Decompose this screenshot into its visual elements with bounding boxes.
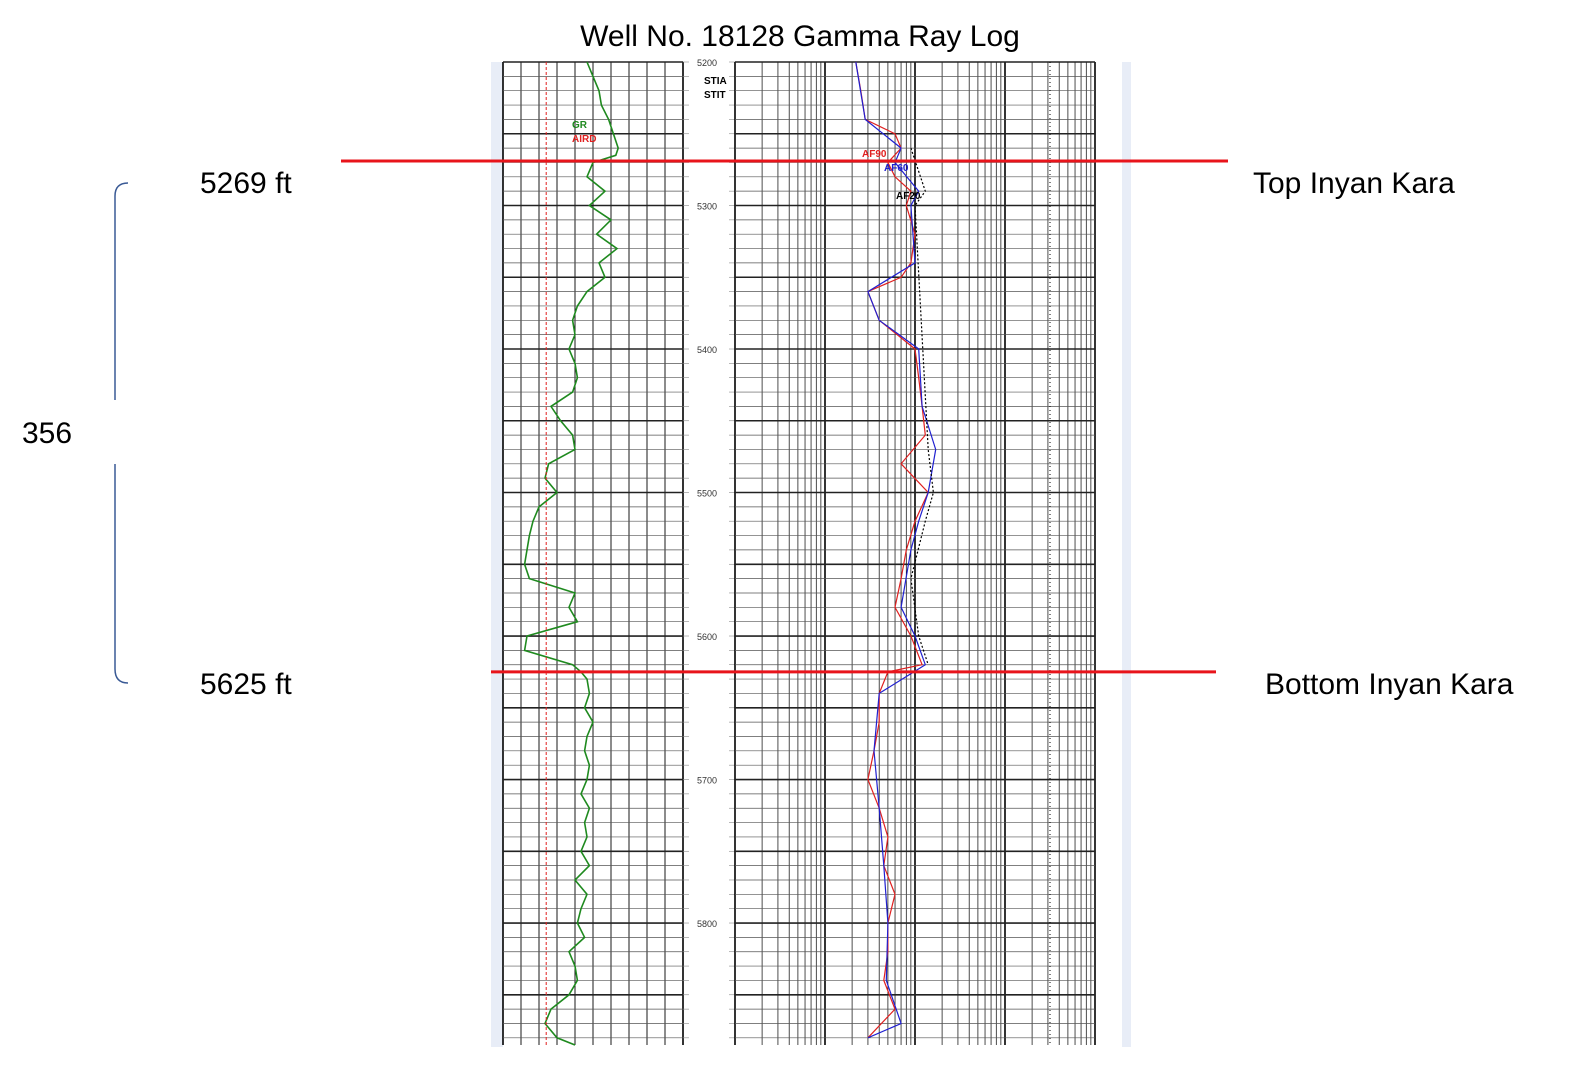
curve-af60 xyxy=(855,61,937,1039)
curve-af90 xyxy=(855,61,929,1039)
thickness-bracket-lower xyxy=(114,464,129,684)
chart-title: Well No. 18128 Gamma Ray Log xyxy=(580,20,1020,53)
resistivity-track-grid xyxy=(734,61,1096,1045)
log-curves xyxy=(523,61,937,1046)
depth-tick-label: 5700 xyxy=(697,776,717,786)
log-panel-right-edge xyxy=(1122,62,1131,1047)
thickness-bracket-upper xyxy=(114,182,129,400)
legend-label: AF20 xyxy=(896,191,921,202)
depth-tick-label: 5800 xyxy=(697,919,717,929)
depth-scale-column: 5200 5300 5400 5500 5600 5700 5800 xyxy=(683,58,735,1039)
depth-tick-label: 5500 xyxy=(697,489,717,499)
legend-label: GR xyxy=(572,120,588,131)
depth-tick-label: 5400 xyxy=(697,345,717,355)
depth-tick-label: 5600 xyxy=(697,632,717,642)
depth-tick-label: 5200 xyxy=(697,58,717,68)
gamma-track-grid xyxy=(502,61,684,1045)
legend-label: STIT xyxy=(704,90,726,101)
bottom-formation-label: Bottom Inyan Kara xyxy=(1265,668,1514,701)
formation-annotations: 5269 ft Top Inyan Kara 5625 ft Bottom In… xyxy=(22,159,1514,701)
curve-gr xyxy=(523,61,620,1046)
top-depth-label: 5269 ft xyxy=(200,167,292,200)
curve-legends: GR AIRD STIA STIT AF90 AF60 AF20 xyxy=(572,76,921,202)
legend-label: AF60 xyxy=(884,163,909,174)
thickness-label: 356 xyxy=(22,417,72,450)
legend-label: AF90 xyxy=(862,149,887,160)
log-panel-left-edge xyxy=(491,62,503,1047)
bottom-depth-label: 5625 ft xyxy=(200,668,292,701)
top-formation-label: Top Inyan Kara xyxy=(1253,167,1455,200)
legend-label: STIA xyxy=(704,76,727,87)
depth-tick-label: 5300 xyxy=(697,202,717,212)
legend-label: AIRD xyxy=(572,134,596,145)
